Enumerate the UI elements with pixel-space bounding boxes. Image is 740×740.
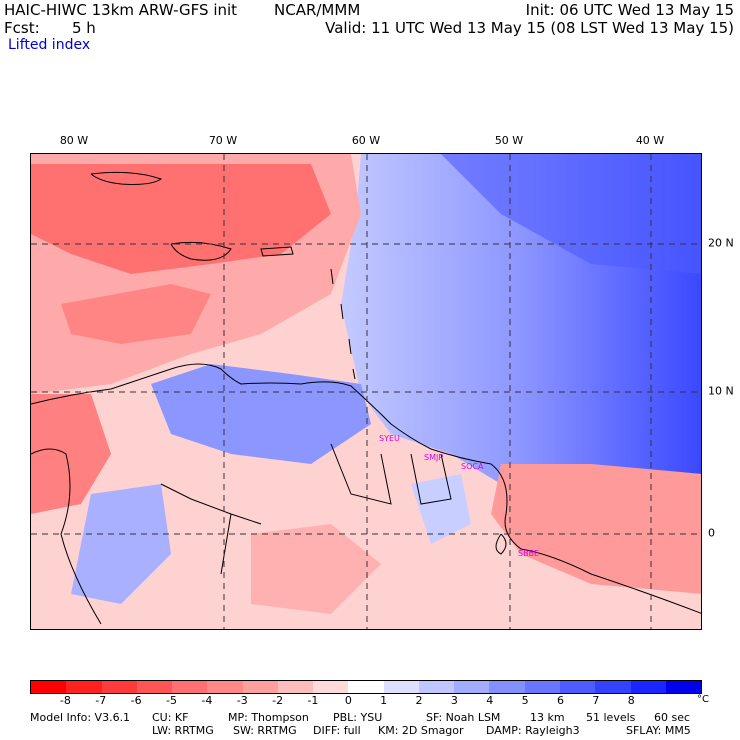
station-sbbe: SBBE bbox=[518, 549, 539, 558]
unstable-band bbox=[61, 284, 211, 344]
lon-label-70w: 70 W bbox=[208, 134, 238, 147]
colorbar-segment bbox=[348, 681, 384, 693]
colorbar-tick-label: -4 bbox=[201, 694, 213, 707]
lon-label-50w: 50 W bbox=[494, 134, 524, 147]
footer-sw: SW: RRTMG bbox=[233, 724, 297, 737]
colorbar-segment bbox=[418, 681, 455, 693]
colorbar-segment bbox=[172, 681, 208, 693]
stable-guianas-region bbox=[411, 474, 471, 544]
colorbar-tick-label: 1 bbox=[380, 694, 388, 707]
footer-levels: 51 levels bbox=[586, 711, 636, 724]
colorbar-segment bbox=[313, 681, 349, 693]
footer-timestep: 60 sec bbox=[654, 711, 691, 724]
unstable-colombia-pacific bbox=[31, 394, 111, 514]
coastlines bbox=[31, 171, 701, 625]
colorbar-tick-label: 4 bbox=[486, 694, 494, 707]
colorbar-segment bbox=[595, 681, 631, 693]
colorbar-tick-label: -2 bbox=[272, 694, 284, 707]
unstable-inland-region bbox=[251, 524, 381, 614]
colorbar-segment bbox=[207, 681, 243, 693]
colorbar-segment bbox=[524, 681, 560, 693]
forecast-label: Fcst: bbox=[4, 19, 40, 37]
colorbar-tick-label: 5 bbox=[521, 694, 529, 707]
colorbar-unit: °C bbox=[697, 694, 709, 705]
colorbar-tick-label: -5 bbox=[165, 694, 177, 707]
lifted-index-map: SYEU SMJP SOCA SBBE bbox=[30, 153, 702, 630]
colorbar-segment bbox=[242, 681, 278, 693]
lat-label-10n: 10 N bbox=[708, 384, 734, 398]
colorbar-segment bbox=[454, 681, 490, 693]
model-title: HAIC-HIWC 13km ARW-GFS init bbox=[4, 1, 238, 19]
footer-cu: CU: KF bbox=[152, 711, 189, 724]
stable-andes-region bbox=[71, 484, 171, 604]
lat-label-20n: 20 N bbox=[708, 236, 734, 250]
footer-pbl: PBL: YSU bbox=[333, 711, 383, 724]
forecast-hours: 5 h bbox=[72, 19, 96, 37]
colorbar-tick-label: -6 bbox=[130, 694, 142, 707]
footer-lw: LW: RRTMG bbox=[152, 724, 214, 737]
colorbar-tick-label: -8 bbox=[59, 694, 71, 707]
lon-label-40w: 40 W bbox=[635, 134, 665, 147]
map-canvas: SYEU SMJP SOCA SBBE bbox=[31, 154, 701, 629]
colorbar-tick-label: -7 bbox=[95, 694, 107, 707]
center-label: NCAR/MMM bbox=[274, 1, 361, 19]
colorbar-segment bbox=[383, 681, 419, 693]
colorbar bbox=[30, 680, 702, 694]
footer-model-info: Model Info: V3.6.1 bbox=[30, 711, 131, 724]
footer-damp: DAMP: Rayleigh3 bbox=[486, 724, 580, 737]
station-smjp: SMJP bbox=[424, 453, 443, 462]
graticule bbox=[31, 154, 701, 629]
colorbar-tick-label: 2 bbox=[415, 694, 423, 707]
field-name: Lifted index bbox=[8, 37, 91, 53]
colorbar-segment bbox=[101, 681, 137, 693]
valid-time: Valid: 11 UTC Wed 13 May 15 (08 LST Wed … bbox=[325, 19, 734, 37]
colorbar-tick-label: -1 bbox=[307, 694, 319, 707]
colorbar-tick-label: 7 bbox=[592, 694, 600, 707]
colorbar-segment bbox=[136, 681, 173, 693]
footer-sf: SF: Noah LSM bbox=[426, 711, 501, 724]
colorbar-tick-label: -3 bbox=[236, 694, 248, 707]
colorbar-segment bbox=[66, 681, 102, 693]
footer-km: KM: 2D Smagor bbox=[378, 724, 464, 737]
colorbar-segment bbox=[559, 681, 596, 693]
station-soca: SOCA bbox=[461, 462, 484, 471]
lon-label-60w: 60 W bbox=[351, 134, 381, 147]
stable-venezuela-region bbox=[151, 364, 371, 464]
footer-mp: MP: Thompson bbox=[228, 711, 309, 724]
lon-label-80w: 80 W bbox=[59, 134, 89, 147]
colorbar-tick-label: 0 bbox=[344, 694, 352, 707]
init-time: Init: 06 UTC Wed 13 May 15 bbox=[525, 1, 734, 19]
colorbar-segment bbox=[630, 681, 666, 693]
colorbar-tick-label: 8 bbox=[627, 694, 635, 707]
unstable-amazon-region bbox=[491, 464, 701, 594]
footer-sflay: SFLAY: MM5 bbox=[626, 724, 691, 737]
colorbar-tick-label: 6 bbox=[557, 694, 565, 707]
footer-resolution: 13 km bbox=[530, 711, 565, 724]
footer-diff: DIFF: full bbox=[313, 724, 361, 737]
colorbar-tick-label: 3 bbox=[450, 694, 458, 707]
colorbar-segment bbox=[665, 681, 702, 693]
colorbar-segment bbox=[489, 681, 525, 693]
lat-label-equator: 0 bbox=[708, 526, 715, 540]
station-syeu: SYEU bbox=[379, 434, 400, 443]
colorbar-segment bbox=[31, 681, 67, 693]
very-unstable-region bbox=[31, 164, 331, 274]
colorbar-segment bbox=[277, 681, 314, 693]
